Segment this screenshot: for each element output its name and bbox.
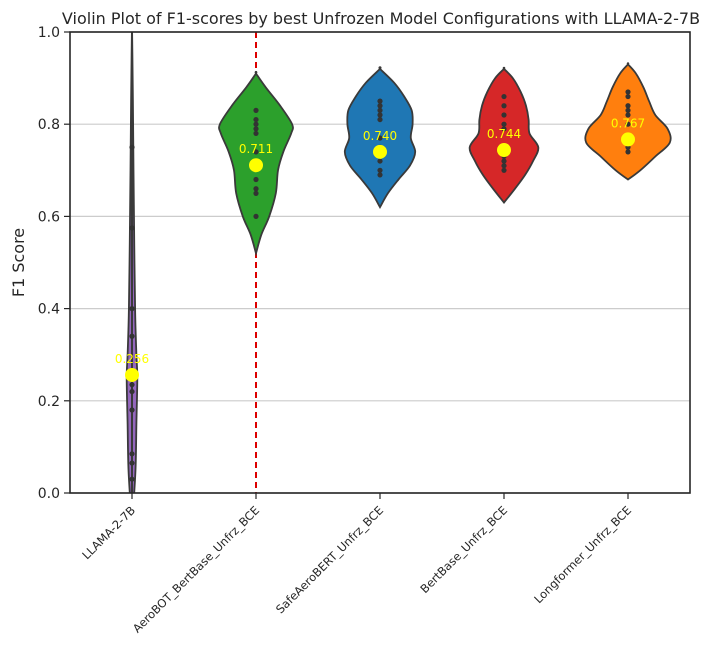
data-point xyxy=(501,103,507,109)
data-point xyxy=(377,135,383,141)
data-point xyxy=(253,213,259,219)
violins xyxy=(125,32,672,493)
data-point xyxy=(625,149,631,155)
data-point xyxy=(129,407,135,413)
data-point xyxy=(377,116,383,123)
data-point xyxy=(625,103,631,109)
data-point xyxy=(253,176,259,183)
data-point xyxy=(129,333,135,339)
mean-label: 0.711 xyxy=(239,142,273,156)
mean-label: 0.767 xyxy=(611,116,645,130)
data-point xyxy=(129,382,135,388)
data-point xyxy=(129,144,135,150)
data-point xyxy=(253,190,259,196)
data-point xyxy=(501,112,507,118)
x-tick-label: SafeAeroBERT_Unfrz_BCE xyxy=(273,503,386,616)
mean-marker xyxy=(497,143,511,158)
data-point xyxy=(253,126,259,132)
y-axis-ticks: 0.0 0.2 0.4 0.6 0.8 1.0 xyxy=(38,25,70,502)
data-point xyxy=(625,93,631,100)
data-point xyxy=(129,451,135,457)
data-point xyxy=(625,89,631,95)
data-point xyxy=(377,98,383,104)
data-point xyxy=(501,158,507,164)
y-tick-label: 0.4 xyxy=(38,302,60,318)
violin-4 xyxy=(468,66,540,205)
data-point xyxy=(377,167,383,173)
chart-title: Violin Plot of F1-scores by best Unfroze… xyxy=(62,9,700,28)
data-point xyxy=(501,167,507,173)
data-point xyxy=(501,163,507,169)
y-tick-label: 0.0 xyxy=(38,486,60,502)
data-point xyxy=(253,121,259,127)
violin-5 xyxy=(584,62,672,181)
mean-label: 0.744 xyxy=(487,127,521,141)
y-tick-label: 1.0 xyxy=(38,25,60,41)
data-point xyxy=(377,112,383,118)
data-point xyxy=(377,103,383,109)
data-point xyxy=(501,126,507,132)
data-point xyxy=(377,158,383,164)
data-point xyxy=(625,112,631,118)
data-point xyxy=(253,186,259,192)
y-axis-label: F1 Score xyxy=(9,228,28,297)
data-point xyxy=(129,388,135,395)
mean-marker xyxy=(125,367,139,382)
data-point xyxy=(377,107,383,113)
y-tick-label: 0.6 xyxy=(38,209,60,225)
data-point xyxy=(129,460,135,466)
mean-label: 0.256 xyxy=(115,352,149,366)
y-tick-label: 0.2 xyxy=(38,394,60,410)
mean-marker xyxy=(373,144,387,159)
data-point xyxy=(377,172,383,178)
data-point xyxy=(501,93,507,100)
data-point xyxy=(625,121,631,127)
data-point xyxy=(253,130,259,137)
mean-label: 0.740 xyxy=(363,129,397,143)
data-point xyxy=(129,476,135,482)
y-tick-label: 0.8 xyxy=(38,117,60,133)
mean-marker xyxy=(621,132,635,147)
x-tick-label: BertBase_Unfrz_BCE xyxy=(417,503,510,596)
mean-markers: 0.256 0.711 0.740 0.744 0.767 xyxy=(115,116,645,382)
mean-marker xyxy=(249,158,263,173)
x-tick-label: LLAMA-2-7B xyxy=(79,503,138,562)
x-tick-label: Longformer_Unfrz_BCE xyxy=(531,503,634,606)
data-point xyxy=(253,107,259,113)
data-point xyxy=(253,149,259,155)
data-point xyxy=(253,116,259,123)
data-point xyxy=(501,121,507,127)
data-point xyxy=(129,306,135,312)
data-point xyxy=(129,225,135,231)
x-tick-label: AeroBOT_BertBase_Unfrz_BCE xyxy=(130,503,262,635)
data-point xyxy=(625,107,631,113)
